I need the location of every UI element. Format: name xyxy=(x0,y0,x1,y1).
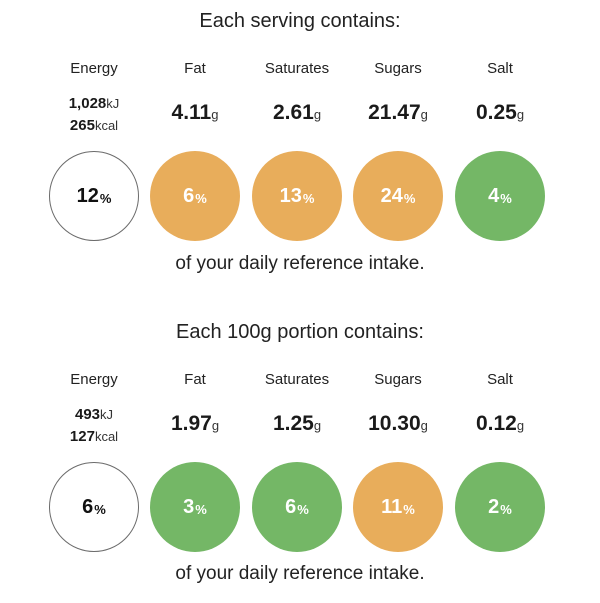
salt-ri-unit: % xyxy=(500,501,512,517)
energy-kcal: 127kcal xyxy=(39,426,149,448)
fat-unit: g xyxy=(211,107,219,122)
fat-amount: 1.97g xyxy=(140,412,250,436)
energy-ri-circle: 6% xyxy=(49,462,139,552)
sugars-column: Sugars 21.47g 24% xyxy=(343,59,453,241)
saturates-amount: 2.61g xyxy=(242,101,352,125)
sugars-column: Sugars 10.30g 11% xyxy=(343,370,453,552)
saturates-column: Saturates 1.25g 6% xyxy=(242,370,352,552)
energy-kj-value: 1,028 xyxy=(68,95,107,112)
sugars-label: Sugars xyxy=(374,371,422,388)
saturates-unit: g xyxy=(313,418,322,433)
fat-value: 4.11 xyxy=(171,101,212,124)
sugars-ri-unit: % xyxy=(403,190,416,206)
sugars-ri-unit: % xyxy=(403,501,415,517)
sugars-ri-circle: 11% xyxy=(353,462,443,552)
fat-ri-unit: % xyxy=(195,190,207,206)
sugars-value: 21.47 xyxy=(368,101,421,124)
energy-ri-circle: 12% xyxy=(49,151,139,241)
energy-kcal-unit: kcal xyxy=(94,429,119,444)
saturates-value: 2.61 xyxy=(272,101,314,124)
sugars-ri-value: 24 xyxy=(380,184,403,207)
fat-ri-value: 6 xyxy=(183,184,195,207)
energy-kj-value: 493 xyxy=(74,406,101,423)
saturates-amount: 1.25g xyxy=(242,412,352,436)
fat-ri-circle: 6% xyxy=(150,151,240,241)
energy-column: Energy 1,028kJ 265kcal 12% xyxy=(39,59,149,241)
fat-ri-circle: 3% xyxy=(150,462,240,552)
per-100g-footer: of your daily reference intake. xyxy=(175,563,425,584)
salt-ri-value: 4 xyxy=(488,184,500,207)
fat-ri-unit: % xyxy=(195,501,207,517)
energy-kj-unit: kJ xyxy=(100,407,114,422)
saturates-ri-unit: % xyxy=(302,190,315,206)
saturates-ri-value: 13 xyxy=(279,184,302,207)
energy-label: Energy xyxy=(70,371,118,388)
sugars-amount: 21.47g xyxy=(343,101,453,125)
per-100g-heading: Each 100g portion contains: xyxy=(176,321,424,343)
fat-ri-value: 3 xyxy=(183,495,195,518)
salt-label: Salt xyxy=(487,371,513,388)
fat-label: Fat xyxy=(184,371,206,388)
salt-unit: g xyxy=(516,418,525,433)
sugars-unit: g xyxy=(420,107,428,122)
fat-unit: g xyxy=(211,418,220,433)
saturates-column: Saturates 2.61g 13% xyxy=(242,59,352,241)
sugars-unit: g xyxy=(420,418,428,433)
sugars-ri-value: 11 xyxy=(381,495,403,518)
saturates-ri-circle: 13% xyxy=(252,151,342,241)
energy-amounts: 1,028kJ 265kcal xyxy=(39,93,149,137)
saturates-value: 1.25 xyxy=(272,412,314,435)
energy-column: Energy 493kJ 127kcal 6% xyxy=(39,370,149,552)
fat-column: Fat 4.11g 6% xyxy=(140,59,250,241)
saturates-ri-unit: % xyxy=(297,501,309,517)
energy-ri-unit: % xyxy=(94,501,106,517)
fat-value: 1.97 xyxy=(170,412,212,435)
saturates-ri-circle: 6% xyxy=(252,462,342,552)
energy-ri-unit: % xyxy=(99,190,112,206)
fat-column: Fat 1.97g 3% xyxy=(140,370,250,552)
salt-ri-circle: 4% xyxy=(455,151,545,241)
energy-kj: 1,028kJ xyxy=(39,93,149,115)
energy-amounts: 493kJ 127kcal xyxy=(39,404,149,448)
salt-amount: 0.12g xyxy=(445,412,555,436)
energy-ri-value: 12 xyxy=(76,184,99,207)
salt-label: Salt xyxy=(487,60,513,77)
energy-kj-unit: kJ xyxy=(106,96,120,111)
energy-kcal-value: 127 xyxy=(69,428,95,445)
per-serving-heading: Each serving contains: xyxy=(199,10,401,32)
sugars-label: Sugars xyxy=(374,60,422,77)
energy-kcal-unit: kcal xyxy=(94,118,119,133)
fat-label: Fat xyxy=(184,60,206,77)
fat-amount: 4.11g xyxy=(140,101,250,125)
salt-ri-unit: % xyxy=(500,190,512,206)
salt-ri-circle: 2% xyxy=(455,462,545,552)
salt-column: Salt 0.25g 4% xyxy=(445,59,555,241)
energy-kj: 493kJ xyxy=(39,404,149,426)
salt-value: 0.25 xyxy=(475,101,517,124)
energy-label: Energy xyxy=(70,60,118,77)
saturates-unit: g xyxy=(313,107,322,122)
salt-value: 0.12 xyxy=(475,412,517,435)
energy-ri-value: 6 xyxy=(82,495,94,518)
saturates-ri-value: 6 xyxy=(285,495,297,518)
sugars-amount: 10.30g xyxy=(343,412,453,436)
salt-unit: g xyxy=(516,107,525,122)
saturates-label: Saturates xyxy=(264,60,330,77)
saturates-label: Saturates xyxy=(264,371,330,388)
per-serving-footer: of your daily reference intake. xyxy=(175,253,425,274)
salt-amount: 0.25g xyxy=(445,101,555,125)
sugars-ri-circle: 24% xyxy=(353,151,443,241)
energy-kcal: 265kcal xyxy=(39,115,149,137)
sugars-value: 10.30 xyxy=(368,412,421,435)
salt-column: Salt 0.12g 2% xyxy=(445,370,555,552)
energy-kcal-value: 265 xyxy=(69,117,95,134)
salt-ri-value: 2 xyxy=(488,495,500,518)
